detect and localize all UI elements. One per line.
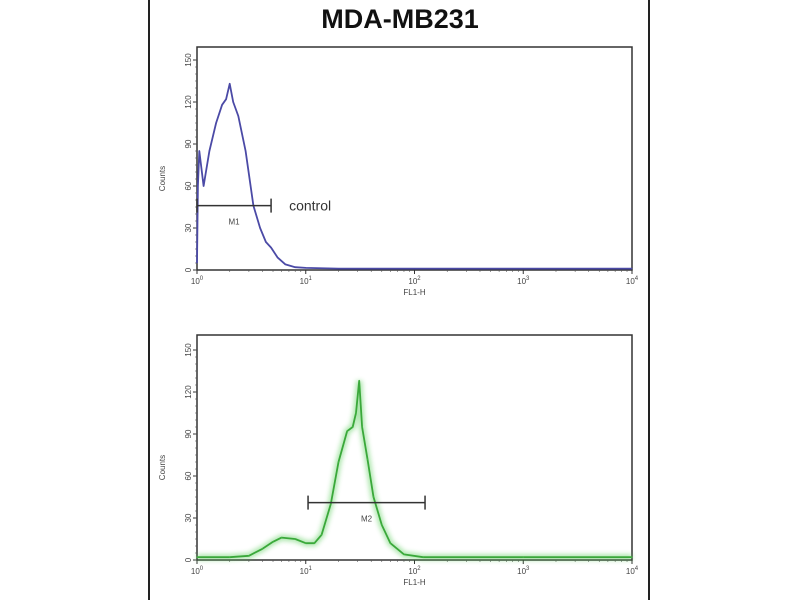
data-point — [381, 524, 383, 526]
figure-frame — [148, 0, 650, 600]
data-point — [305, 542, 307, 544]
y-tick-label: 0 — [184, 267, 193, 272]
plot-2: 0 30 60 90 120 150 100 101 102 103 104 FL1-H Counts M… — [158, 334, 639, 587]
data-point — [321, 534, 323, 536]
data-point — [337, 268, 340, 270]
data-point — [403, 553, 405, 556]
data-point — [358, 380, 360, 382]
data-point — [330, 503, 332, 505]
x-tick-label: 103 — [517, 276, 530, 286]
data-point — [196, 262, 198, 264]
data-point — [522, 556, 524, 558]
data-point — [229, 83, 231, 85]
y-axis-label: Counts — [158, 455, 167, 480]
data-point — [313, 542, 315, 544]
y-tick-label: 150 — [184, 53, 193, 67]
data-point — [305, 267, 307, 269]
data-point — [225, 98, 227, 100]
data-point — [208, 150, 210, 152]
data-point — [352, 426, 354, 428]
y-tick-label: 60 — [184, 181, 193, 190]
data-point — [203, 185, 205, 187]
data-point — [337, 461, 340, 463]
x-tick-label: 104 — [626, 276, 639, 286]
x-tick-label: 101 — [300, 566, 313, 576]
x-tick-label: 103 — [517, 566, 530, 576]
plot-area — [196, 46, 633, 271]
data-point — [284, 263, 287, 265]
data-point — [272, 541, 274, 543]
data-point — [229, 556, 231, 558]
y-tick-label: 90 — [184, 429, 193, 438]
y-tick-label: 30 — [184, 223, 193, 232]
x-tick-label: 100 — [191, 276, 204, 286]
data-point — [346, 430, 348, 432]
plot-area — [196, 334, 633, 561]
y-tick-label: 0 — [184, 557, 193, 562]
y-tick-label: 30 — [184, 513, 193, 522]
x-tick-label: 102 — [408, 566, 421, 576]
y-axis-label: Counts — [158, 166, 167, 191]
data-point — [232, 101, 234, 103]
data-point — [366, 458, 369, 460]
data-point — [355, 412, 357, 414]
gate-label: M1 — [228, 218, 240, 227]
data-point — [361, 426, 363, 428]
gate-label: M2 — [361, 515, 373, 524]
plot-1: 0 30 60 90 120 150 100 101 102 103 104 FL1-H Counts M… — [158, 46, 639, 297]
y-tick-label: 60 — [184, 471, 193, 480]
data-point — [372, 496, 375, 498]
data-point — [631, 556, 633, 558]
data-point — [389, 542, 391, 544]
control-annotation: control — [289, 198, 331, 214]
data-point — [221, 104, 223, 106]
chart-title: MDA-MB231 — [321, 4, 479, 34]
series-line — [196, 82, 632, 270]
x-tick-label: 100 — [191, 566, 204, 576]
data-point — [259, 227, 261, 229]
data-point — [276, 256, 279, 258]
data-point — [294, 266, 296, 268]
data-point — [198, 150, 200, 152]
data-point — [413, 268, 416, 270]
data-point — [237, 115, 239, 117]
data-point — [631, 268, 633, 270]
data-point — [422, 556, 424, 558]
x-tick-label: 104 — [626, 566, 639, 576]
x-axis-label: FL1-H — [403, 288, 425, 297]
y-tick-label: 90 — [184, 139, 193, 148]
data-point — [294, 538, 296, 540]
data-point — [215, 122, 217, 124]
x-tick-label: 102 — [408, 276, 421, 286]
y-tick-label: 120 — [184, 385, 193, 399]
data-point — [265, 241, 267, 243]
data-point — [270, 247, 272, 249]
data-point — [261, 548, 264, 550]
data-point — [522, 268, 524, 270]
data-point — [281, 537, 283, 539]
data-point — [197, 185, 199, 187]
y-tick-label: 120 — [184, 95, 193, 109]
x-tick-label: 101 — [300, 276, 313, 286]
data-point — [245, 150, 247, 152]
data-point — [248, 555, 250, 557]
data-point — [196, 556, 198, 558]
x-axis-label: FL1-H — [403, 578, 425, 587]
y-tick-label: 150 — [184, 343, 193, 357]
